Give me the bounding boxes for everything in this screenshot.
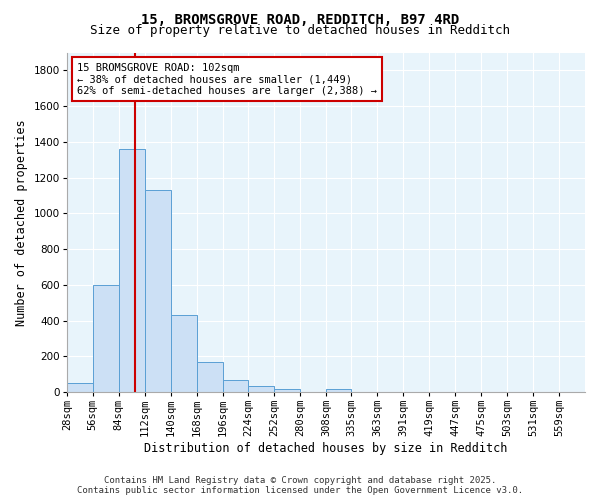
Bar [67, 383, 93, 392]
Text: 15 BROMSGROVE ROAD: 102sqm
← 38% of detached houses are smaller (1,449)
62% of s: 15 BROMSGROVE ROAD: 102sqm ← 38% of deta… [77, 62, 377, 96]
Bar [248, 386, 274, 392]
Text: Size of property relative to detached houses in Redditch: Size of property relative to detached ho… [90, 24, 510, 37]
Bar [223, 380, 248, 392]
X-axis label: Distribution of detached houses by size in Redditch: Distribution of detached houses by size … [144, 442, 508, 455]
Text: 15, BROMSGROVE ROAD, REDDITCH, B97 4RD: 15, BROMSGROVE ROAD, REDDITCH, B97 4RD [141, 12, 459, 26]
Bar [197, 362, 223, 392]
Bar [326, 390, 352, 392]
Bar [119, 149, 145, 392]
Y-axis label: Number of detached properties: Number of detached properties [15, 119, 28, 326]
Text: Contains HM Land Registry data © Crown copyright and database right 2025.
Contai: Contains HM Land Registry data © Crown c… [77, 476, 523, 495]
Bar [145, 190, 170, 392]
Bar [274, 390, 301, 392]
Bar [170, 315, 197, 392]
Bar [93, 285, 119, 392]
